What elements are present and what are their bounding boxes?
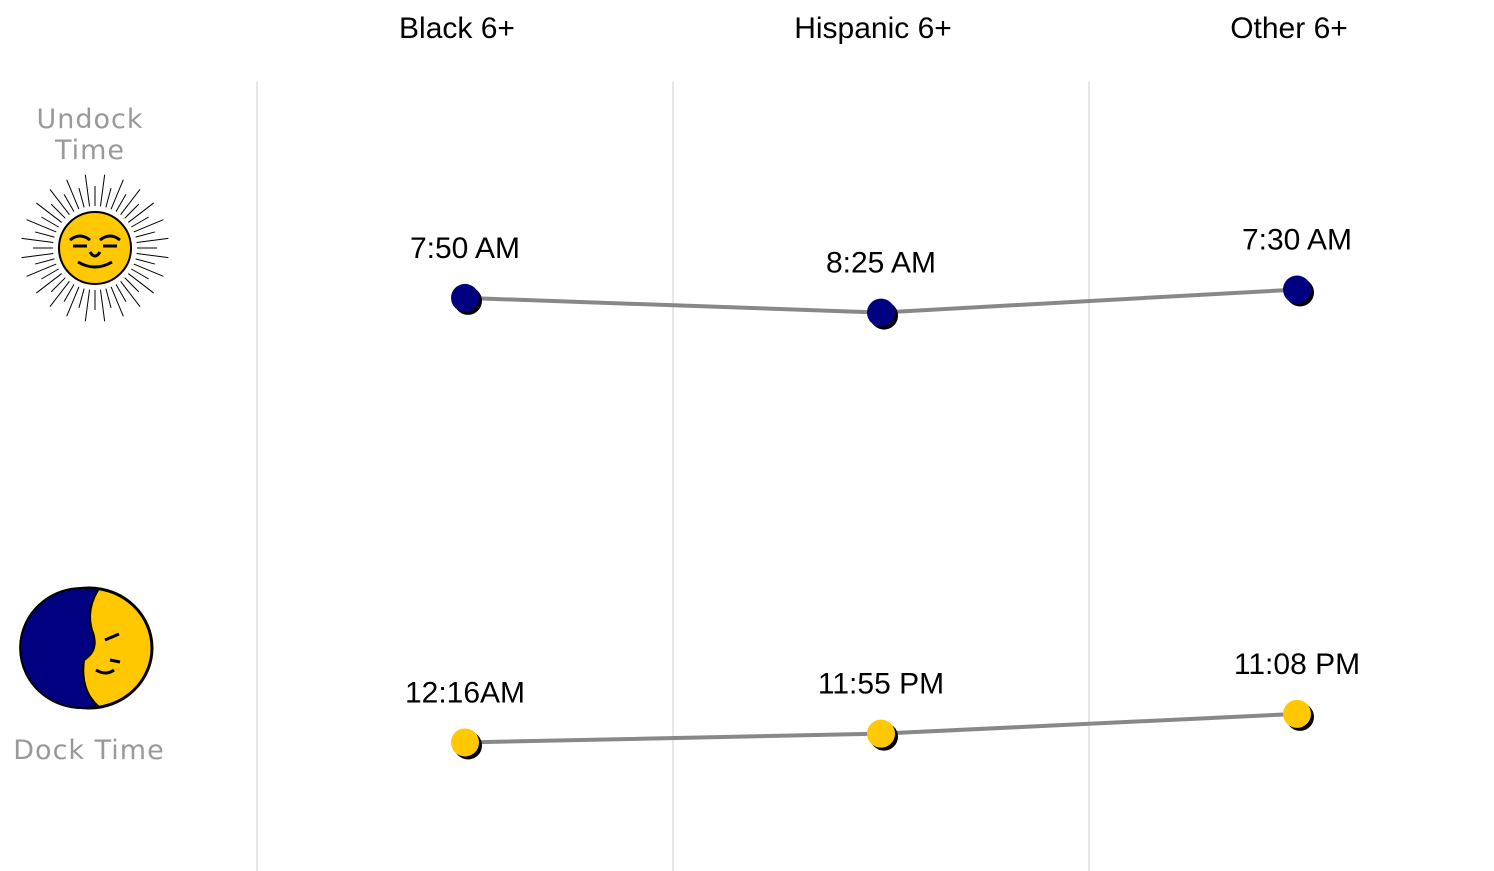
marker	[1283, 276, 1311, 304]
marker	[1283, 700, 1311, 728]
sun-ray	[136, 232, 155, 237]
data-label: 11:55 PM	[818, 668, 944, 701]
sun-ray	[85, 290, 89, 322]
sun-ray	[22, 253, 54, 257]
sun-ray	[121, 189, 140, 214]
data-label: 7:30 AM	[1242, 223, 1352, 256]
sun-icon	[22, 175, 169, 322]
sun-ray	[27, 264, 57, 276]
sun-ray	[111, 287, 123, 317]
sun-ray	[35, 232, 54, 237]
sun-ray	[137, 253, 169, 257]
marker	[451, 284, 479, 312]
sun-ray	[79, 289, 84, 308]
sun-ray	[100, 175, 104, 207]
sun-ray	[36, 274, 61, 293]
sun-ray	[128, 274, 153, 293]
marker	[451, 728, 479, 756]
sun-ray	[134, 220, 164, 232]
sun-ray	[36, 203, 61, 222]
row-label: Dock Time	[0, 735, 178, 766]
sun-ray	[137, 238, 169, 242]
sun-ray	[67, 287, 79, 317]
sun-ray	[100, 290, 104, 322]
sun-ray	[111, 180, 123, 210]
sun-ray	[35, 259, 54, 264]
sun-ray	[136, 259, 155, 264]
sun-ray	[106, 289, 111, 308]
sun-ray	[85, 175, 89, 207]
sun-ray	[121, 281, 140, 306]
sun-ray	[128, 203, 153, 222]
sun-ray	[79, 188, 84, 207]
sun-ray	[106, 188, 111, 207]
sun-ray	[67, 180, 79, 210]
column-header: Other 6+	[1230, 12, 1348, 45]
column-header: Black 6+	[399, 12, 515, 45]
page: {"chart_data": {"type": "line", "categor…	[0, 0, 1494, 871]
chart: Black 6+ Hispanic 6+ Other 6+ 7:50 AM 8:25 A…	[0, 0, 1494, 871]
sun-ray	[50, 281, 69, 306]
data-label: 12:16AM	[405, 676, 525, 709]
data-label: 7:50 AM	[410, 232, 520, 265]
row-label: Undock Time	[25, 104, 155, 166]
sun-ray	[27, 220, 57, 232]
sun-ray	[50, 189, 69, 214]
column-header: Hispanic 6+	[794, 12, 952, 45]
data-label: 11:08 PM	[1234, 648, 1360, 681]
marker	[867, 720, 895, 748]
moon-icon	[20, 588, 152, 708]
sun-ray	[22, 238, 54, 242]
data-label: 8:25 AM	[826, 247, 936, 280]
sun-ray	[134, 264, 164, 276]
marker	[867, 299, 895, 327]
